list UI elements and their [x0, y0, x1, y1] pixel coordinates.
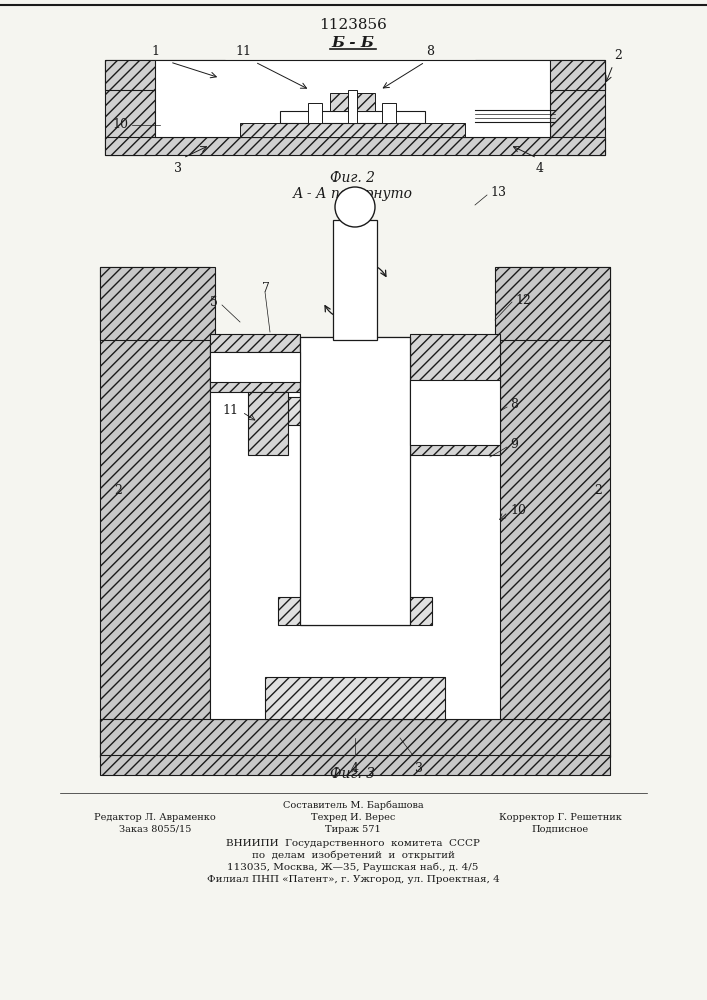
Bar — [155, 60, 550, 137]
Bar — [100, 267, 215, 340]
Bar — [265, 677, 445, 719]
Text: Фиг. 3: Фиг. 3 — [330, 767, 375, 781]
Text: Корректор Г. Решетник: Корректор Г. Решетник — [498, 812, 621, 822]
Bar — [278, 340, 432, 372]
Bar — [410, 334, 500, 382]
Text: Тираж 571: Тираж 571 — [325, 824, 381, 834]
Text: 1123856: 1123856 — [319, 18, 387, 32]
Bar — [210, 337, 500, 719]
Bar — [288, 397, 422, 425]
Text: по  делам  изобретений  и  открытий: по делам изобретений и открытий — [252, 850, 455, 860]
Text: 2: 2 — [594, 484, 602, 496]
Bar — [495, 267, 610, 340]
Text: 4: 4 — [351, 762, 359, 775]
Bar — [240, 123, 465, 137]
Text: Техред И. Верес: Техред И. Верес — [311, 812, 395, 822]
Text: ВНИИПИ  Государственного  комитета  СССР: ВНИИПИ Государственного комитета СССР — [226, 838, 480, 848]
Bar — [278, 597, 432, 625]
Bar — [280, 111, 425, 123]
Text: 10: 10 — [112, 118, 128, 131]
Bar — [105, 137, 605, 155]
Text: Подписное: Подписное — [532, 824, 588, 834]
Text: Фиг. 2: Фиг. 2 — [330, 171, 375, 185]
Text: 1: 1 — [151, 45, 159, 58]
Text: 4: 4 — [536, 162, 544, 175]
Bar — [382, 103, 396, 123]
Circle shape — [335, 187, 375, 227]
Text: 2: 2 — [114, 484, 122, 496]
Bar — [105, 60, 225, 90]
Bar — [100, 755, 610, 775]
Text: 2: 2 — [614, 49, 622, 62]
Text: Б - Б: Б - Б — [332, 36, 375, 50]
Text: 7: 7 — [262, 282, 270, 294]
Bar — [100, 719, 610, 757]
Bar — [348, 90, 357, 123]
Bar — [308, 103, 322, 123]
Text: Филиал ПНП «Патент», г. Ужгород, ул. Проектная, 4: Филиал ПНП «Патент», г. Ужгород, ул. Про… — [206, 874, 499, 884]
Text: А - А повернуто: А - А повернуто — [293, 187, 413, 201]
Text: 3: 3 — [415, 762, 423, 775]
Text: 13: 13 — [490, 186, 506, 198]
Text: 3: 3 — [174, 162, 182, 175]
Bar — [210, 380, 300, 392]
Text: 8: 8 — [510, 398, 518, 412]
Text: 12: 12 — [515, 294, 531, 306]
Bar — [105, 60, 155, 155]
Text: 113035, Москва, Ж—35, Раушская наб., д. 4/5: 113035, Москва, Ж—35, Раушская наб., д. … — [228, 862, 479, 872]
Bar — [410, 380, 500, 445]
Text: 11: 11 — [235, 45, 251, 58]
Text: 8: 8 — [426, 45, 434, 58]
Bar — [333, 220, 377, 340]
Bar — [210, 352, 300, 382]
Text: Составитель М. Барбашова: Составитель М. Барбашова — [283, 800, 423, 810]
Bar — [100, 267, 210, 757]
Text: Редактор Л. Авраменко: Редактор Л. Авраменко — [94, 812, 216, 822]
Bar — [248, 392, 288, 455]
Bar — [498, 267, 610, 757]
Text: Заказ 8055/15: Заказ 8055/15 — [119, 824, 191, 834]
Text: 5: 5 — [210, 296, 218, 310]
Bar — [475, 60, 605, 90]
Bar — [330, 93, 375, 111]
Text: 9: 9 — [510, 438, 518, 452]
Text: 10: 10 — [510, 504, 526, 516]
Text: 11: 11 — [222, 403, 238, 416]
Bar — [210, 334, 300, 352]
Bar — [410, 443, 500, 455]
Bar — [300, 337, 410, 625]
Bar — [550, 60, 605, 155]
